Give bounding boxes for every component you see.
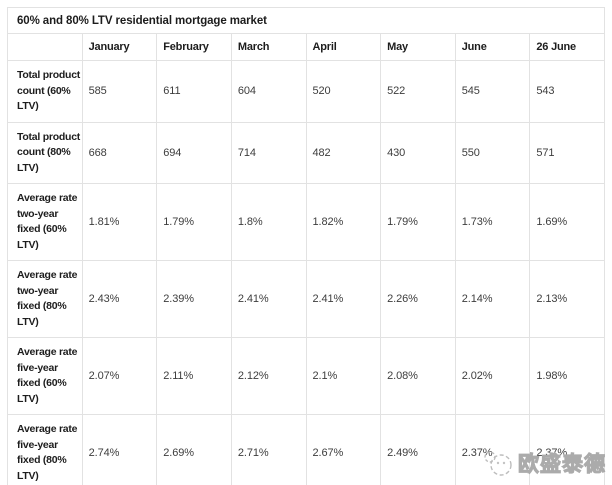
row-label: Average rate two-year fixed (80% LTV) (7, 260, 83, 338)
table-cell: 2.12% (230, 337, 307, 415)
table-cell: 2.41% (230, 260, 307, 338)
table-cell: 1.79% (380, 183, 456, 261)
table-row: Average rate two-year fixed (60% LTV) 1.8… (7, 183, 605, 261)
column-header: April (305, 33, 382, 61)
table-cell: 1.79% (156, 183, 232, 261)
table-cell: 2.39% (156, 260, 232, 338)
table-cell: 2.11% (156, 337, 232, 415)
table-cell: 2.07% (81, 337, 158, 415)
column-header: June (454, 33, 531, 61)
table-cell: 2.26% (380, 260, 456, 338)
table-cell: 2.1% (305, 337, 382, 415)
row-label: Average rate five-year fixed (80% LTV) (7, 414, 83, 485)
table-cell: 2.02% (454, 337, 531, 415)
table-cell: 714 (230, 121, 307, 184)
table-cell: 2.43% (81, 260, 158, 338)
table-cell: 1.98% (529, 337, 605, 415)
table-cell: 2.67% (305, 414, 382, 485)
table-cell: 2.71% (230, 414, 307, 485)
table-cell: 694 (156, 121, 232, 184)
table-row: Average rate five-year fixed (80% LTV) 2.… (7, 414, 605, 485)
table-body: Total product count (60% LTV) 585 611 604 52… (7, 60, 605, 485)
table-cell: 2.49% (380, 414, 456, 485)
column-header: February (156, 33, 232, 61)
table-cell: 543 (529, 60, 605, 123)
table-cell: 1.81% (81, 183, 158, 261)
table-cell: 2.08% (380, 337, 456, 415)
mortgage-market-table: 60% and 80% LTV residential mortgage mar… (7, 7, 605, 485)
table-cell: 545 (454, 60, 531, 123)
table-cell: 2.13% (529, 260, 605, 338)
table-cell: 482 (305, 121, 382, 184)
header-row: January February March April May June 26 June (7, 33, 605, 61)
column-header: March (230, 33, 307, 61)
table-cell: 2.69% (156, 414, 232, 485)
table-cell: 2.74% (81, 414, 158, 485)
table-cell: 1.69% (529, 183, 605, 261)
table-title: 60% and 80% LTV residential mortgage mar… (7, 7, 605, 34)
table-cell: 571 (529, 121, 605, 184)
table-cell: 2.37% (454, 414, 531, 485)
title-row: 60% and 80% LTV residential mortgage mar… (7, 7, 605, 34)
row-label: Average rate two-year fixed (60% LTV) (7, 183, 83, 261)
table-cell: 430 (380, 121, 456, 184)
table-row: Average rate five-year fixed (60% LTV) 2.… (7, 337, 605, 415)
table-cell: 2.14% (454, 260, 531, 338)
column-header: 26 June (529, 33, 605, 61)
corner-cell (7, 33, 83, 61)
table-cell: 2.41% (305, 260, 382, 338)
table-row: Total product count (60% LTV) 585 611 604 52… (7, 60, 605, 123)
row-label: Total product count (60% LTV) (7, 60, 83, 123)
table-cell: 522 (380, 60, 456, 123)
table-cell: 668 (81, 121, 158, 184)
table-cell: 585 (81, 60, 158, 123)
column-header: May (380, 33, 456, 61)
table-cell: 550 (454, 121, 531, 184)
table-cell: 1.8% (230, 183, 307, 261)
column-header: January (81, 33, 158, 61)
table-row: Average rate two-year fixed (80% LTV) 2.4… (7, 260, 605, 338)
table-cell: 604 (230, 60, 307, 123)
row-label: Total product count (80% LTV) (7, 121, 83, 184)
table-cell: 1.73% (454, 183, 531, 261)
table-cell: 1.82% (305, 183, 382, 261)
row-label: Average rate five-year fixed (60% LTV) (7, 337, 83, 415)
table-cell: 520 (305, 60, 382, 123)
table-row: Total product count (80% LTV) 668 694 714 48… (7, 121, 605, 184)
table-cell: 2.37% (529, 414, 605, 485)
table-cell: 611 (156, 60, 232, 123)
